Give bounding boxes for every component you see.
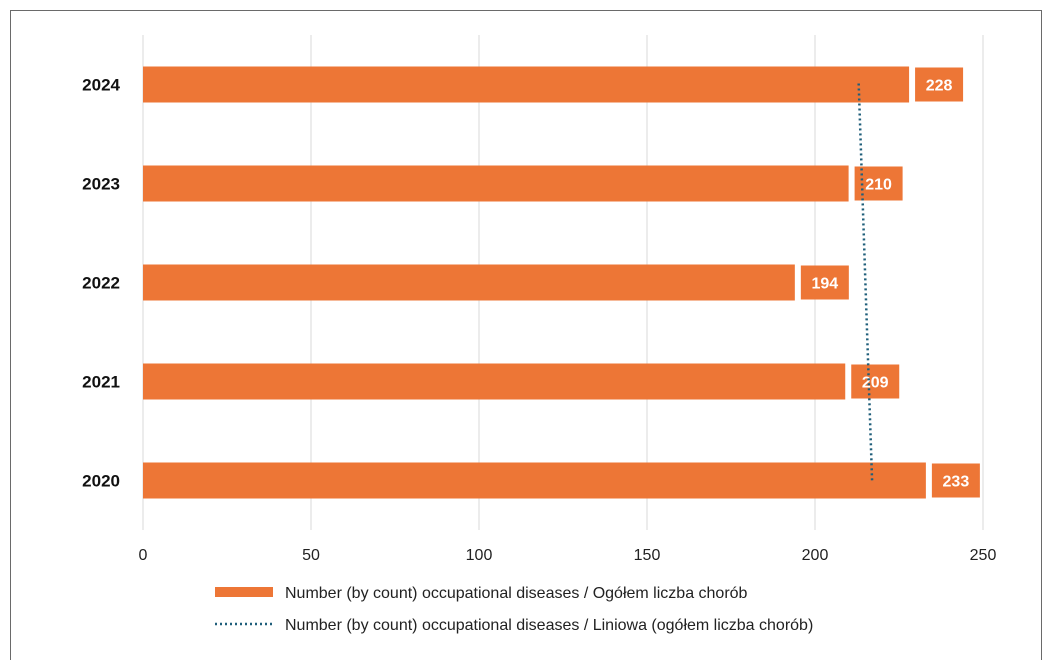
data-label-box-2022 [800, 265, 849, 300]
x-tick-label: 0 [139, 547, 148, 564]
category-label-2020: 2020 [82, 472, 120, 491]
category-label-2022: 2022 [82, 274, 120, 293]
data-label-2024: 228 [926, 78, 953, 95]
legend-swatch-bar [215, 587, 273, 597]
data-label-box-2021 [851, 364, 900, 399]
x-tick-label: 250 [970, 547, 997, 564]
chart-frame [10, 10, 1042, 660]
x-tick-label: 150 [634, 547, 661, 564]
bar-2024 [143, 66, 910, 103]
bars [143, 66, 926, 499]
category-label-2021: 2021 [82, 373, 120, 392]
category-label-2024: 2024 [82, 76, 120, 95]
x-axis-ticks: 0 50 100 150 200 250 [139, 547, 997, 564]
x-tick-label: 200 [802, 547, 829, 564]
trend-line [857, 83, 874, 482]
category-label-2023: 2023 [82, 175, 120, 194]
legend-label-bar: Number (by count) occupational diseases … [285, 585, 748, 602]
data-label-box-2020 [931, 463, 980, 498]
legend: Number (by count) occupational diseases … [215, 585, 813, 634]
bar-2022 [143, 264, 795, 301]
data-label-box-2024 [915, 67, 964, 102]
x-tick-label: 50 [302, 547, 320, 564]
category-labels: 2024 2023 2022 2021 2020 [82, 76, 120, 491]
x-tick-label: 100 [466, 547, 493, 564]
data-label-2023: 210 [865, 177, 892, 194]
bar-2020 [143, 462, 926, 499]
data-label-2022: 194 [811, 276, 838, 293]
data-labels: 228 210 194 209 233 [800, 67, 980, 498]
trend-line-path [857, 83, 874, 482]
bar-2023 [143, 165, 849, 202]
legend-label-trend: Number (by count) occupational diseases … [285, 617, 813, 634]
bar-2021 [143, 363, 846, 400]
data-label-2021: 209 [862, 375, 889, 392]
data-label-2020: 233 [943, 474, 970, 491]
